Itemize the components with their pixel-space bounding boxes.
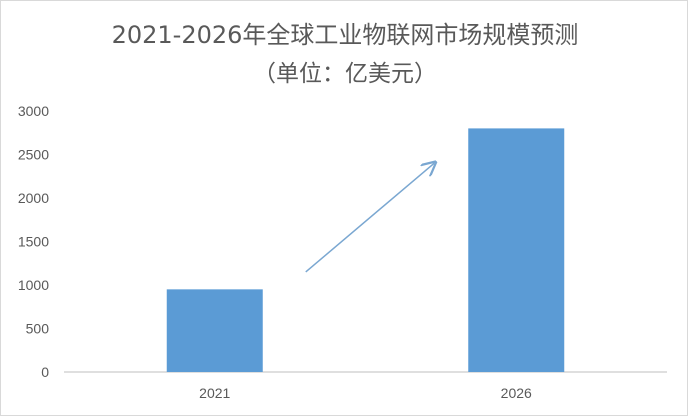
x-tick-label: 2021	[199, 385, 230, 401]
bar-2026	[468, 128, 565, 372]
axis-layer: 0 500 1000 1500 2000 2500 3000	[18, 103, 667, 380]
y-tick-label: 3000	[18, 103, 49, 119]
growth-arrow	[305, 163, 435, 273]
bar-2021	[166, 289, 263, 372]
chart-title: 2021-2026年全球工业物联网市场规模预测	[112, 21, 579, 49]
chart-subtitle: （单位：亿美元）	[253, 61, 437, 87]
y-tick-label: 1000	[18, 277, 49, 293]
y-tick-label: 2000	[18, 190, 49, 206]
y-tick-label: 0	[41, 364, 49, 380]
x-labels-layer: 2021 2026	[199, 385, 532, 401]
y-tick-label: 500	[26, 321, 50, 337]
annotation-layer	[305, 163, 435, 273]
bars-layer	[166, 128, 565, 372]
y-tick-label: 1500	[18, 234, 49, 250]
y-tick-label: 2500	[18, 147, 49, 163]
x-tick-label: 2026	[501, 385, 532, 401]
